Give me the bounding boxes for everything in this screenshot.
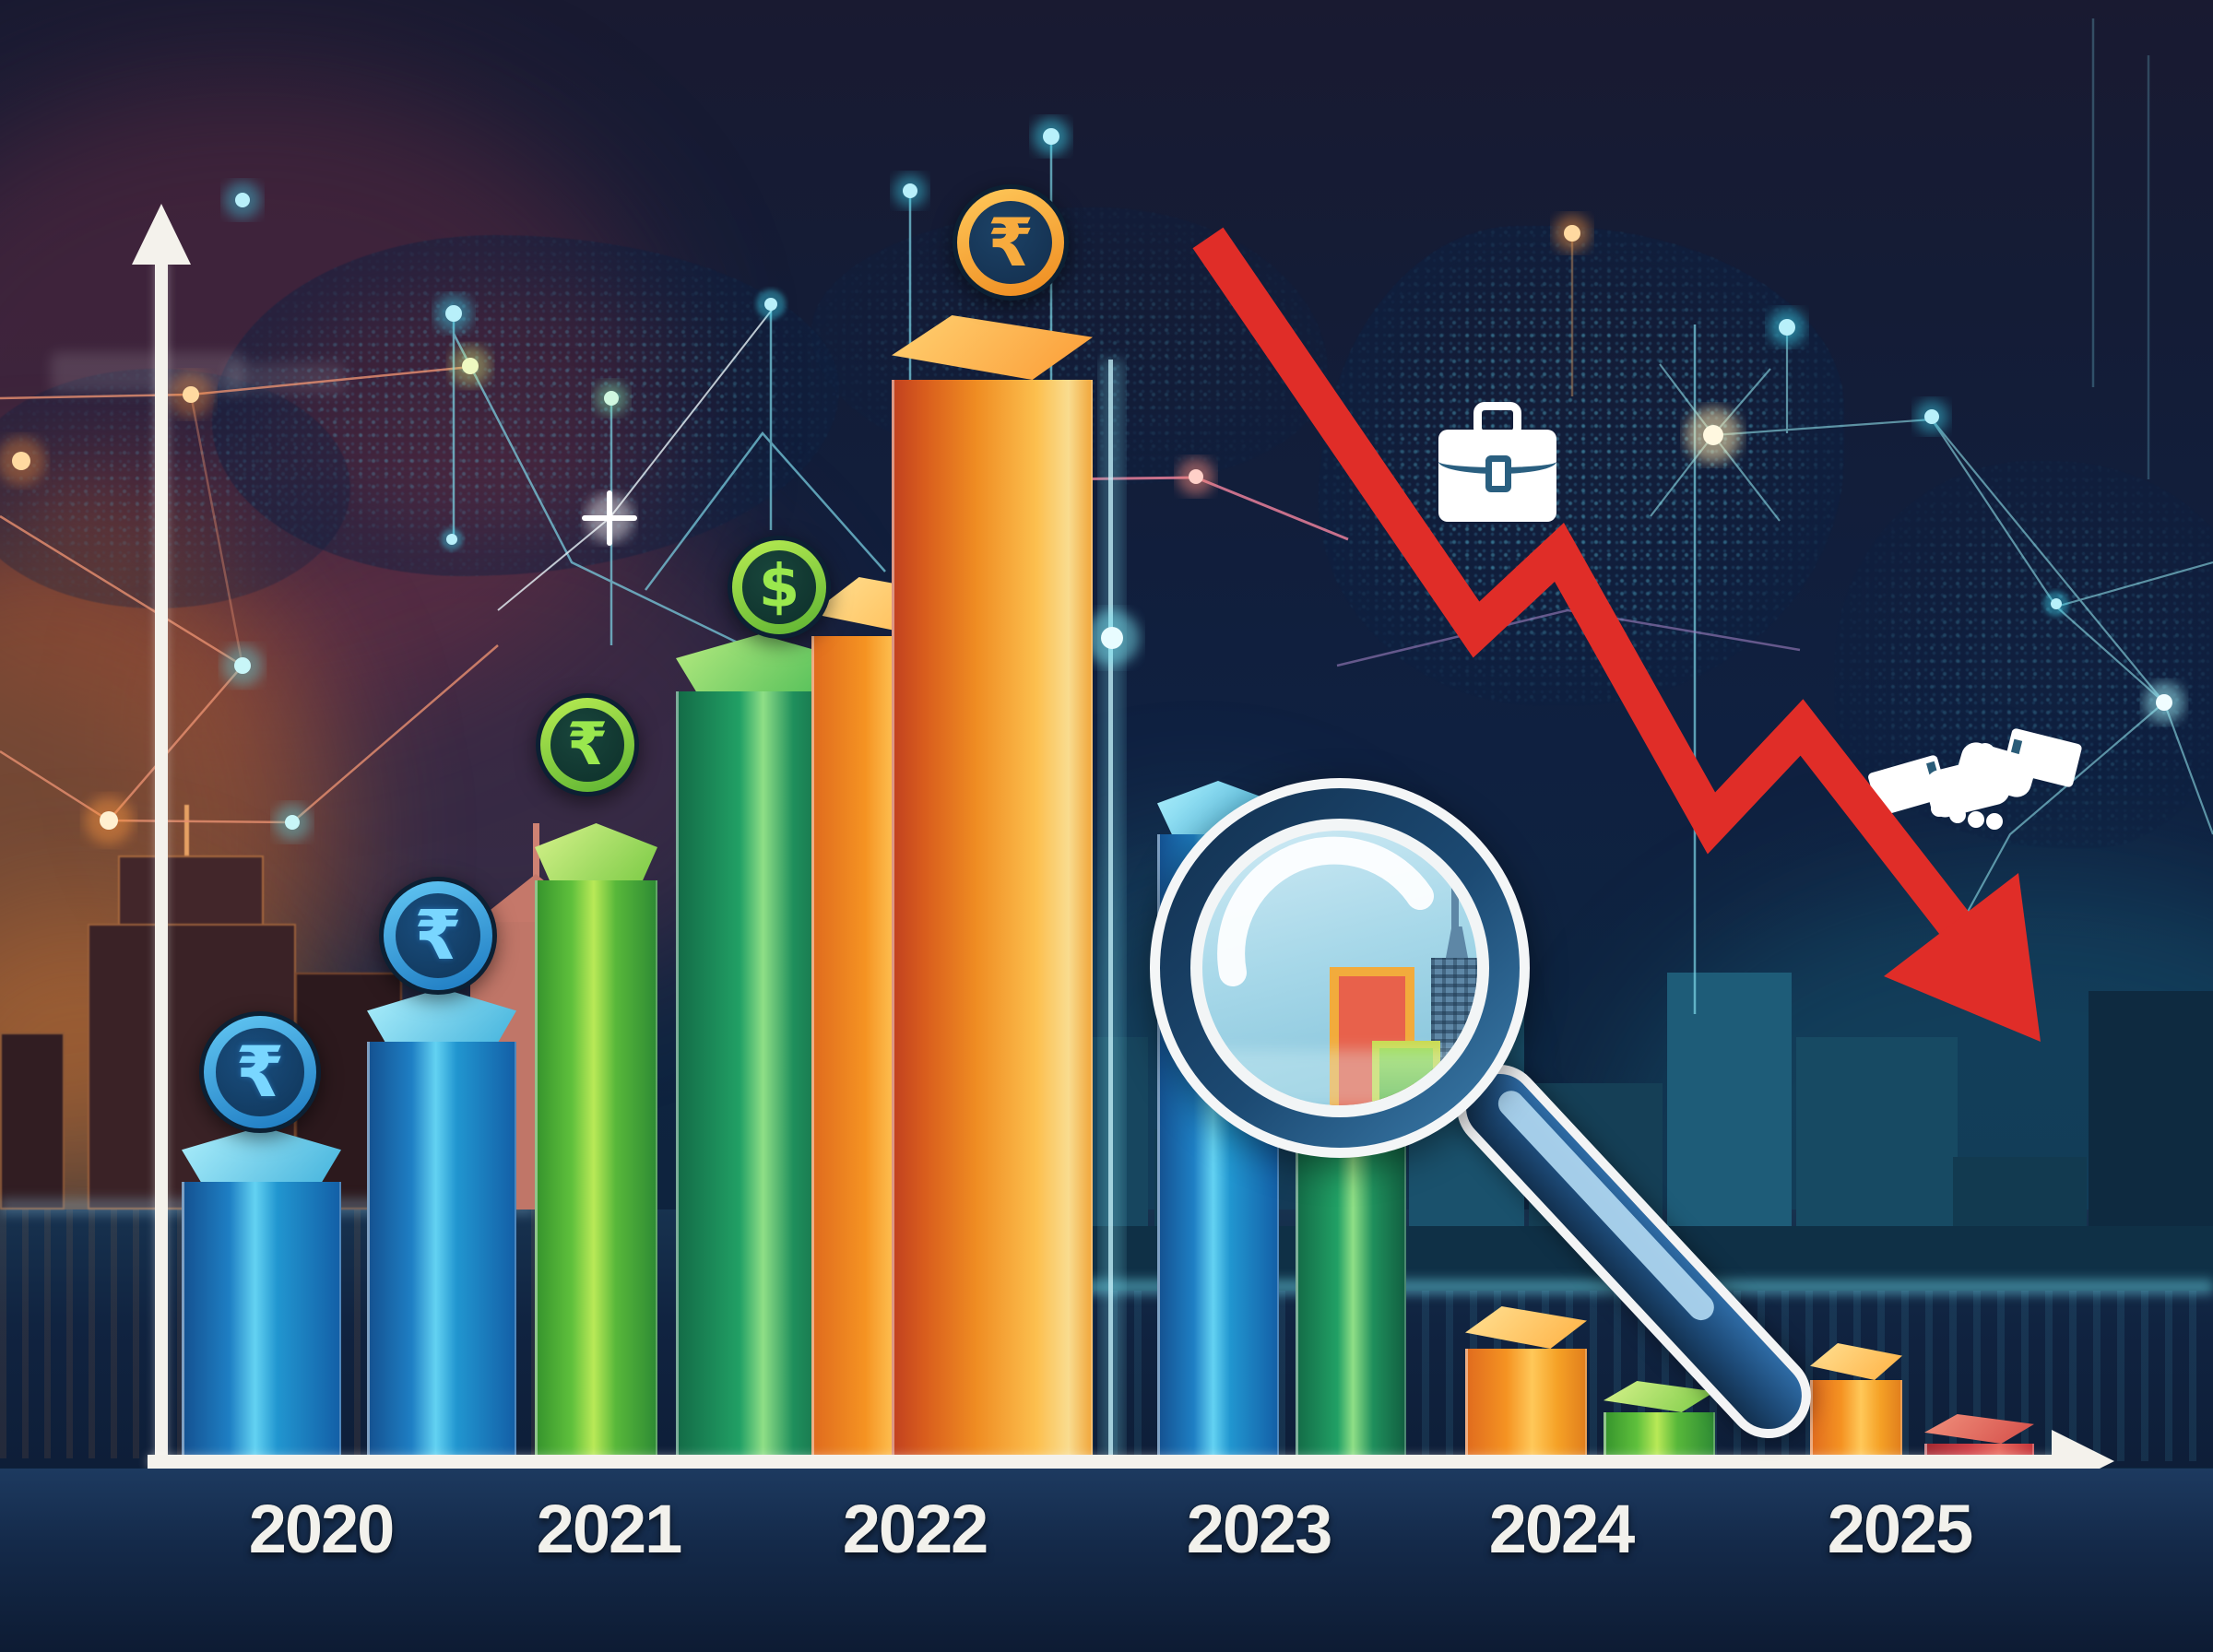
lens-haze: [1202, 1050, 1477, 1105]
magnifier-lens-glass: [1202, 831, 1477, 1105]
bottom-band: [0, 1469, 2213, 1652]
blurred-skyline: [51, 352, 244, 393]
bar-2020-blue: [182, 1127, 341, 1461]
x-axis-label-2024: 2024: [1488, 1491, 1636, 1567]
lens-bar-green: [1372, 1041, 1440, 1105]
lens-city-spire: [1451, 886, 1459, 932]
bar-2025-orange: [1810, 1343, 1902, 1461]
lens-city-cap: [1445, 926, 1469, 962]
rupee-coin-orange: ₹: [953, 184, 1069, 301]
handshake-icon: [1866, 712, 2083, 850]
x-axis-line: [148, 1455, 2058, 1469]
briefcase-icon: [1438, 402, 1556, 522]
rupee-coin-green: ₹: [536, 693, 639, 796]
bar-2024-orange: [1465, 1306, 1587, 1461]
sparkle-star: [582, 490, 637, 546]
magnifier-icon: [1150, 778, 1530, 1158]
x-axis-label-2022: 2022: [842, 1491, 989, 1567]
rupee-coin-blue: ₹: [379, 877, 497, 995]
bar-2020-blue: [367, 988, 516, 1461]
bar-2022-orange2: [892, 315, 1093, 1461]
x-axis-label-2023: 2023: [1186, 1491, 1333, 1567]
dollar-coin-green: $: [728, 536, 831, 639]
bar-2021-green1: [535, 823, 657, 1461]
x-axis-label-2025: 2025: [1827, 1491, 1974, 1567]
y-axis-line: [155, 261, 168, 1461]
rupee-coin-blue: ₹: [199, 1011, 321, 1133]
x-axis-label-2020: 2020: [248, 1491, 396, 1567]
bar-2024-green1: [1604, 1381, 1715, 1461]
x-axis-label-2021: 2021: [536, 1491, 683, 1567]
blurred-skyline: [226, 363, 346, 393]
